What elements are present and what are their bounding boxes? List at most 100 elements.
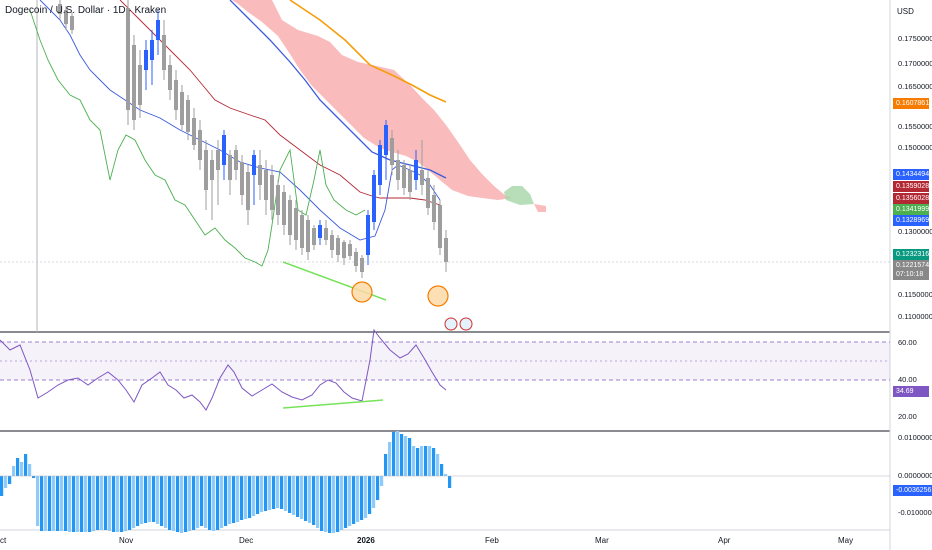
macd-histogram-bar <box>136 476 140 526</box>
candle-body <box>276 185 280 215</box>
macd-histogram-bar <box>200 476 204 526</box>
macd-histogram-bar <box>364 476 368 518</box>
candle-body <box>312 228 316 245</box>
macd-histogram-bar <box>420 446 424 476</box>
macd-histogram-bar <box>176 476 180 532</box>
candle-body <box>240 162 244 195</box>
macd-histogram-bar <box>152 476 156 522</box>
macd-histogram-bar <box>140 476 144 524</box>
candle-body <box>408 170 412 192</box>
candle-body <box>204 150 208 190</box>
macd-value-tag: -0.0036256 <box>893 485 932 496</box>
currency-label[interactable]: USD <box>897 7 914 16</box>
candle-body <box>126 8 130 110</box>
price-tick-label: 0.1500000 <box>898 143 932 152</box>
macd-histogram-bar <box>260 476 264 512</box>
macd-pane[interactable] <box>0 431 890 533</box>
candle-body <box>414 160 418 180</box>
macd-histogram-bar <box>232 476 236 523</box>
time-tick-label: Feb <box>485 536 499 545</box>
macd-histogram-bar <box>104 476 108 530</box>
price-tick-label: 0.1100000 <box>898 312 932 321</box>
candlesticks[interactable] <box>58 0 448 278</box>
macd-histogram-bar <box>368 476 372 514</box>
macd-histogram-bar <box>240 476 244 520</box>
time-tick-label: May <box>838 536 854 545</box>
candle-body <box>138 65 142 105</box>
candle-body <box>162 35 166 70</box>
macd-histogram-bar <box>0 476 4 496</box>
candle-body <box>228 155 232 180</box>
symbol-title[interactable]: Dogecoin / U.S. Dollar · 1D · Kraken <box>5 5 167 16</box>
macd-histogram-bar <box>184 476 188 532</box>
macd-histogram-bar <box>224 476 228 526</box>
macd-histogram-bar <box>348 476 352 526</box>
macd-histogram-bar <box>204 476 208 528</box>
macd-histogram-bar <box>416 448 420 476</box>
macd-histogram-bar <box>72 476 76 532</box>
macd-histogram-bar <box>268 476 272 510</box>
time-tick-label: Dec <box>239 536 254 545</box>
price-tick-label: 0.1750000 <box>898 34 932 43</box>
macd-histogram-bar <box>388 442 392 476</box>
macd-histogram-bar <box>376 476 380 500</box>
candle-body <box>246 172 250 210</box>
candle-body <box>216 150 220 170</box>
macd-histogram-bar <box>180 476 184 533</box>
macd-histogram-bar <box>272 476 276 509</box>
candle-body <box>234 150 238 170</box>
macd-histogram-bar <box>44 476 48 531</box>
macd-histogram-bar <box>188 476 192 531</box>
price-tag: 0.1232316 <box>893 249 929 260</box>
macd-histogram-bar <box>76 476 80 532</box>
price-tag: 0.1434494 <box>893 169 929 180</box>
macd-histogram-bar <box>444 474 448 476</box>
candle-body <box>270 175 274 210</box>
macd-histogram-bar <box>168 476 172 530</box>
macd-histogram-bar <box>428 446 432 476</box>
macd-tick-label: 0.0000000 <box>898 471 932 480</box>
macd-histogram-bar <box>64 476 68 531</box>
macd-histogram-bar <box>356 476 360 522</box>
candle-body <box>258 165 262 185</box>
candle-body <box>70 16 74 30</box>
candle-body <box>210 160 214 180</box>
macd-histogram-bar <box>196 476 200 528</box>
macd-histogram-bar <box>264 476 268 511</box>
candle-body <box>168 65 172 90</box>
bearish-cloud <box>534 204 546 212</box>
macd-histogram-bar <box>404 436 408 476</box>
macd-histogram-bar <box>52 476 56 531</box>
macd-histogram-bar <box>48 476 52 531</box>
macd-histogram-bar <box>80 476 84 532</box>
macd-histogram-bar <box>144 476 148 523</box>
annotations <box>0 261 890 331</box>
macd-histogram-bar <box>108 476 112 531</box>
chikou-span-line <box>29 9 366 267</box>
candle-body <box>342 242 346 258</box>
macd-histogram-bar <box>372 476 376 508</box>
macd-histogram-bar <box>192 476 196 530</box>
candle-body <box>336 238 340 255</box>
candle-body <box>402 165 406 188</box>
macd-histogram-bar <box>328 476 332 533</box>
macd-histogram-bar <box>96 476 100 530</box>
bullish-cloud <box>504 186 534 205</box>
macd-histogram-bar <box>228 476 232 524</box>
price-tick-label: 0.1150000 <box>898 290 932 299</box>
macd-histogram-bar <box>436 454 440 476</box>
candle-body <box>144 50 148 70</box>
macd-tick-label: 0.0100000 <box>898 433 932 442</box>
macd-histogram-bar <box>304 476 308 521</box>
macd-histogram-bar <box>84 476 88 532</box>
macd-histogram-bar <box>120 476 124 532</box>
ichimoku-cloud <box>232 0 546 212</box>
macd-histogram-bar <box>440 464 444 476</box>
macd-histogram-bar <box>56 476 60 531</box>
macd-histogram-bar <box>60 476 64 531</box>
macd-histogram-bar <box>164 476 168 528</box>
candle-body <box>420 170 424 185</box>
price-tick-label: 0.1650000 <box>898 82 932 91</box>
rsi-pane[interactable] <box>0 328 890 411</box>
